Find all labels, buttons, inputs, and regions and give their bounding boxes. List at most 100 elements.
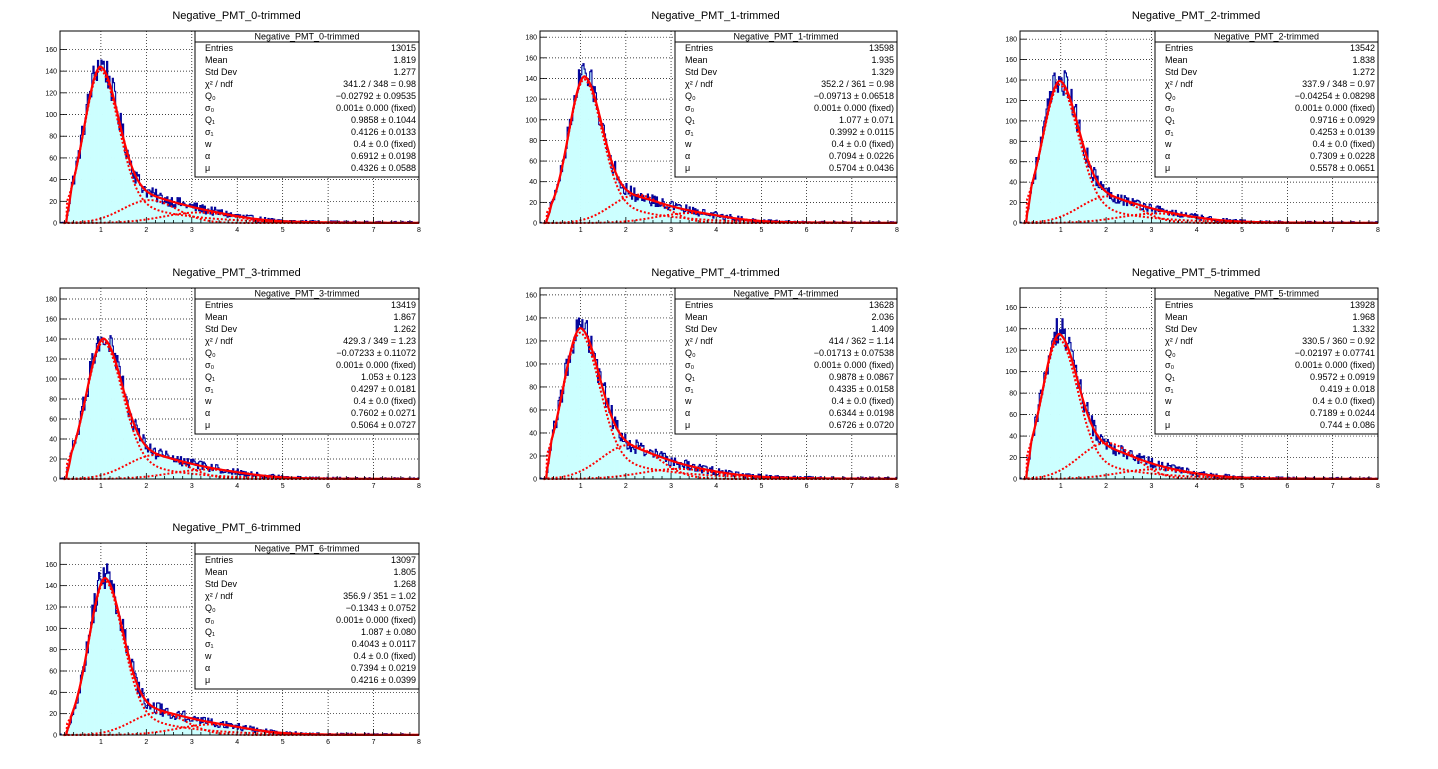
- histogram-bin: [211, 464, 213, 479]
- histogram-bin: [152, 454, 154, 479]
- histogram-bin: [1177, 469, 1179, 479]
- histogram-bin: [650, 450, 653, 479]
- histogram-bin: [602, 123, 604, 223]
- histogram-bin: [113, 357, 115, 479]
- histogram-bin: [1148, 456, 1150, 479]
- histogram-bin: [736, 220, 739, 223]
- histogram-bin: [197, 717, 199, 735]
- histogram-bin: [186, 719, 188, 735]
- histogram-bin: [610, 413, 612, 479]
- x-tick-label: 5: [281, 483, 285, 490]
- histogram-bin: [1179, 468, 1182, 479]
- histogram-bin: [78, 150, 80, 223]
- histogram-bin: [729, 471, 732, 479]
- histogram: [1019, 318, 1378, 480]
- stats-label: σ₁: [1165, 127, 1174, 137]
- histogram-bin: [87, 396, 89, 479]
- histogram-bin: [1170, 211, 1173, 223]
- histogram-bin: [182, 711, 185, 735]
- histogram-bin: [72, 440, 74, 479]
- y-tick-label: 120: [1005, 348, 1017, 355]
- histogram-bin: [1083, 155, 1085, 223]
- histogram-bin: [174, 458, 177, 479]
- stats-value: 429.3 / 349 = 1.23: [343, 336, 416, 346]
- histogram-bin: [69, 203, 71, 223]
- stats-label: w: [1164, 139, 1172, 149]
- histogram-bin: [88, 378, 90, 479]
- histogram-bin: [70, 722, 72, 735]
- histogram-bin: [98, 68, 101, 223]
- histogram-bin: [84, 118, 87, 223]
- histogram-bin: [682, 209, 684, 223]
- histogram-bin: [208, 720, 211, 735]
- histogram-bin: [1029, 459, 1031, 479]
- histogram-bin: [1101, 436, 1104, 479]
- y-tick-label: 140: [1005, 326, 1017, 333]
- y-tick-label: 140: [525, 76, 537, 83]
- histogram-bin: [1082, 403, 1084, 479]
- histogram-bin: [174, 719, 177, 735]
- stats-label: χ² / ndf: [685, 336, 713, 346]
- histogram-bin: [1186, 468, 1188, 479]
- stats-value: 0.4253 ± 0.0139: [1310, 127, 1375, 137]
- stats-label: Q₁: [205, 115, 215, 125]
- histogram-bin: [601, 126, 603, 223]
- histogram-bin: [1160, 211, 1162, 223]
- histogram-bin: [161, 451, 163, 479]
- histogram-bin: [567, 375, 569, 479]
- histogram-bin: [199, 205, 202, 223]
- histogram-bin: [170, 206, 172, 223]
- stats-label: μ: [685, 163, 690, 173]
- histogram-bin: [134, 673, 137, 735]
- histogram-bin: [681, 210, 683, 223]
- histogram-bin: [139, 440, 141, 479]
- histogram-bin: [1060, 77, 1063, 223]
- histogram-bin: [720, 472, 723, 479]
- histogram-bin: [261, 221, 263, 223]
- histogram-bin: [221, 722, 223, 735]
- stats-value: −0.02197 ± 0.07741: [1295, 348, 1375, 358]
- histogram-bin: [88, 635, 90, 735]
- stats-value: 0.6912 ± 0.0198: [351, 151, 416, 161]
- histogram-bin: [1143, 455, 1145, 479]
- histogram-bin: [254, 475, 256, 479]
- stats-value: −0.07233 ± 0.11072: [336, 348, 416, 358]
- histogram-bin: [1038, 159, 1040, 223]
- y-tick-label: 100: [525, 117, 537, 124]
- stats-value: 0.5578 ± 0.0651: [1310, 163, 1375, 173]
- histogram-bin: [120, 376, 122, 479]
- stats-label: w: [204, 396, 212, 406]
- x-tick-label: 6: [1285, 483, 1289, 490]
- histogram-bin: [701, 214, 703, 223]
- histogram-bin: [673, 209, 675, 223]
- histogram-bin: [1035, 415, 1038, 479]
- histogram-bin: [230, 212, 232, 223]
- histogram-bin: [134, 183, 137, 223]
- stats-box: Negative_PMT_6-trimmed Entries 13097 Mean 1.…: [194, 542, 420, 690]
- histogram-bin: [106, 563, 109, 735]
- stats-box-name: Negative_PMT_0-trimmed: [254, 32, 359, 42]
- histogram-bin: [652, 457, 655, 479]
- stats-value: 0.4 ± 0.0 (fixed): [1313, 139, 1375, 149]
- x-tick-label: 3: [190, 227, 194, 234]
- histogram-bin: [1133, 459, 1135, 479]
- y-tick-label: 80: [49, 134, 57, 141]
- histogram-bin: [1176, 213, 1178, 223]
- stats-label: w: [684, 396, 692, 406]
- stats-value: 1.867: [393, 312, 416, 322]
- stats-label: Mean: [1165, 312, 1188, 322]
- stats-box: Negative_PMT_4-trimmed Entries 13628 Mean 2.…: [674, 287, 898, 435]
- histogram-bin: [622, 184, 624, 223]
- histogram-bin: [1166, 210, 1168, 223]
- histogram-bin: [227, 469, 229, 479]
- histogram-bin: [69, 724, 71, 735]
- histogram-bin: [1212, 220, 1215, 223]
- histogram-bin: [552, 199, 554, 223]
- chart-title: Negative_PMT_5-trimmed: [1132, 267, 1260, 279]
- stats-label: Q₀: [205, 348, 216, 358]
- histogram-bin: [87, 652, 89, 735]
- histogram-bin: [246, 729, 248, 735]
- histogram-bin: [605, 139, 607, 223]
- histogram-bin: [147, 189, 149, 223]
- histogram-bin: [720, 214, 723, 223]
